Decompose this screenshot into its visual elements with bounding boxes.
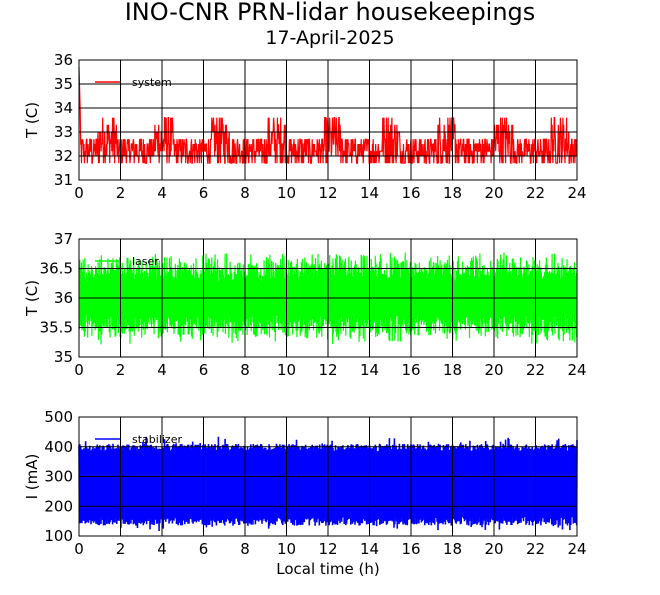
x-tick-label: 12 [318,184,337,202]
plot-frame [78,59,578,181]
y-axis-label: T (C) [23,280,41,317]
y-tick-label: 400 [44,438,73,456]
x-tick-label: 22 [526,540,545,558]
x-tick-label: 2 [116,184,126,202]
x-tick-label: 12 [318,361,337,379]
x-tick-label: 16 [401,184,420,202]
x-tick-label: 4 [157,540,167,558]
x-tick-label: 14 [360,184,379,202]
x-tick-label: 10 [277,361,296,379]
y-tick-label: 36.5 [40,260,73,278]
y-tick-label: 100 [44,527,73,545]
x-tick-label: 20 [484,361,503,379]
y-tick-label: 200 [44,497,73,515]
x-tick-label: 24 [567,184,586,202]
y-tick-label: 35.5 [40,319,73,337]
y-tick-label: 37 [54,230,73,248]
y-tick-label: 33 [54,123,73,141]
x-tick-label: 2 [116,361,126,379]
y-tick-label: 35 [54,348,73,366]
chart-title: INO-CNR PRN-lidar housekeepings [124,0,536,26]
x-tick-label: 22 [526,184,545,202]
x-tick-label: 10 [277,540,296,558]
x-tick-label: 6 [199,540,209,558]
y-tick-label: 34 [54,99,73,117]
x-tick-label: 14 [360,540,379,558]
legend-label-laser: laser [132,255,159,268]
x-tick-label: 6 [199,184,209,202]
x-tick-label: 0 [74,184,84,202]
y-tick-label: 35 [54,75,73,93]
plot-frame [78,416,578,537]
x-axis-label: Local time (h) [276,560,380,578]
y-tick-label: 36 [54,51,73,69]
x-tick-label: 24 [567,540,586,558]
x-tick-label: 6 [199,361,209,379]
y-tick-label: 36 [54,289,73,307]
x-tick-label: 12 [318,540,337,558]
x-tick-label: 8 [240,540,250,558]
y-tick-label: 31 [54,171,73,189]
plot-frame [78,238,578,358]
x-tick-label: 16 [401,361,420,379]
x-tick-label: 20 [484,540,503,558]
x-tick-label: 0 [74,361,84,379]
legend-label-stabilizer: stabilizer [132,433,182,446]
y-tick-label: 500 [44,408,73,426]
x-tick-label: 14 [360,361,379,379]
x-tick-label: 16 [401,540,420,558]
x-tick-label: 18 [443,540,462,558]
x-tick-label: 0 [74,540,84,558]
x-tick-label: 4 [157,361,167,379]
y-axis-label: T (C) [23,102,41,139]
y-tick-label: 300 [44,468,73,486]
chart-subtitle: 17-April-2025 [265,27,395,49]
x-tick-label: 4 [157,184,167,202]
x-tick-label: 10 [277,184,296,202]
x-tick-label: 18 [443,361,462,379]
y-tick-label: 32 [54,147,73,165]
y-axis-label: I (mA) [23,454,41,500]
x-tick-label: 22 [526,361,545,379]
x-tick-label: 8 [240,184,250,202]
legend-label-system: system [132,76,172,89]
x-tick-label: 20 [484,184,503,202]
x-tick-label: 2 [116,540,126,558]
x-tick-label: 24 [567,361,586,379]
x-tick-label: 18 [443,184,462,202]
x-tick-label: 8 [240,361,250,379]
